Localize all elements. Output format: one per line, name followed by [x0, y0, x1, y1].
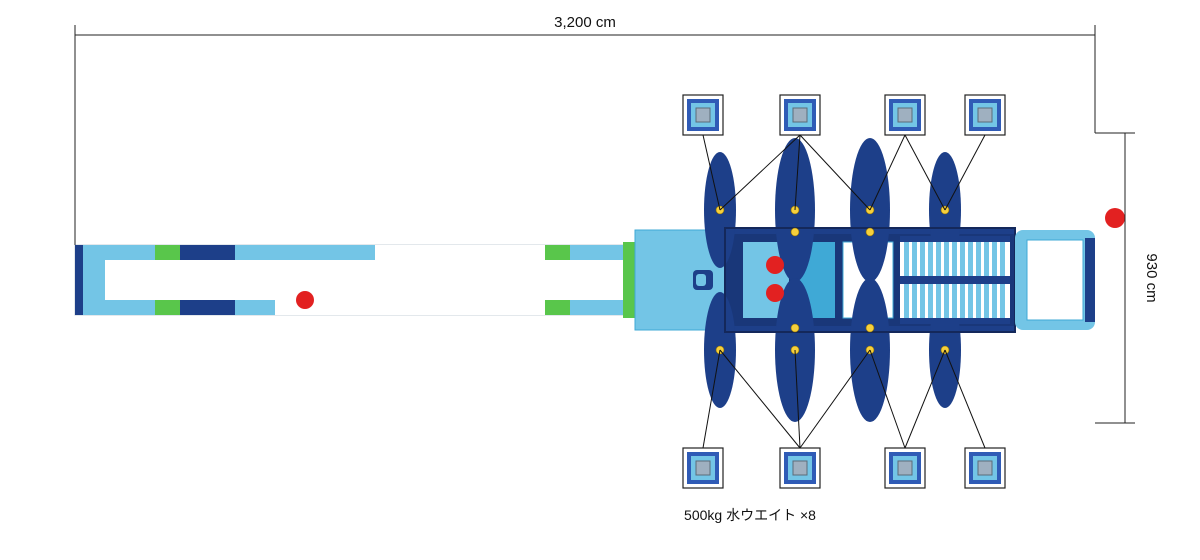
rail-band	[155, 300, 180, 315]
anchor-point	[866, 228, 874, 236]
rail-band	[375, 245, 545, 260]
water-weight	[683, 95, 723, 135]
anchor-point	[866, 324, 874, 332]
weight-annotation: 500kg 水ウエイト ×8	[684, 507, 816, 523]
marker-dot	[766, 284, 784, 302]
anchor-point	[791, 324, 799, 332]
marker-dot	[296, 291, 314, 309]
rail-band	[105, 300, 155, 315]
water-weight	[683, 448, 723, 488]
marker-dot	[766, 256, 784, 274]
plan-view-diagram: 3,200 cm 930 cm 500kg 水ウエイト ×8	[0, 0, 1200, 560]
dim-label-width: 3,200 cm	[554, 14, 616, 31]
rail-band	[180, 300, 235, 315]
rail-band	[105, 245, 155, 260]
anchor-point	[791, 228, 799, 236]
water-weight	[885, 95, 925, 135]
rail-band	[545, 300, 570, 315]
rail-band	[180, 245, 235, 260]
rail-band	[545, 245, 570, 260]
rail-band	[275, 300, 545, 315]
green-tab	[623, 242, 635, 318]
water-weight	[965, 448, 1005, 488]
water-weight	[965, 95, 1005, 135]
rail-band	[235, 245, 375, 260]
marker-dot	[1105, 208, 1125, 228]
water-weight	[780, 95, 820, 135]
rail-band	[155, 245, 180, 260]
water-weight	[780, 448, 820, 488]
water-weight	[885, 448, 925, 488]
rail-band	[235, 300, 275, 315]
dim-label-height: 930 cm	[1143, 253, 1160, 302]
